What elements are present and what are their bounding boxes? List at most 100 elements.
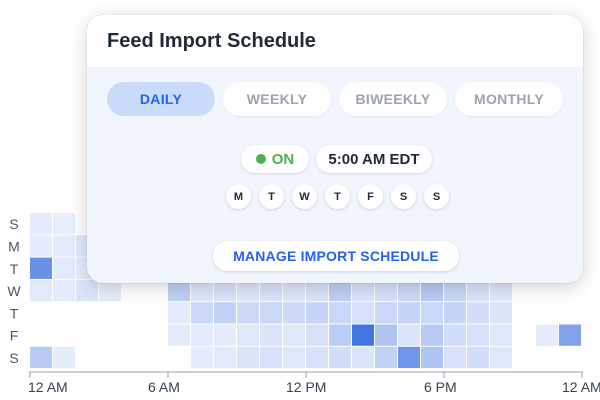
- heatmap-cell: [490, 302, 512, 324]
- heatmap-cell: [191, 279, 213, 302]
- heatmap-cell: [559, 324, 581, 346]
- heatmap-cell: [168, 279, 190, 302]
- row-label: T: [10, 261, 19, 277]
- heatmap-cell: [191, 302, 213, 324]
- heatmap-cell: [30, 279, 52, 302]
- heatmap-cell: [329, 302, 351, 324]
- popup-title: Feed Import Schedule: [107, 29, 316, 52]
- heatmap-x-ticks: 12 AM 6 AM 12 PM 6 PM 12 AM: [28, 372, 600, 395]
- heatmap-cell: [168, 302, 190, 324]
- heatmap-cell: [76, 279, 98, 302]
- day-saturday[interactable]: S: [391, 184, 416, 209]
- day-tuesday[interactable]: T: [259, 184, 284, 209]
- heatmap-cell: [421, 302, 443, 324]
- heatmap-cell: [214, 302, 236, 324]
- time-selector[interactable]: 5:00 AM EDT: [316, 145, 432, 173]
- heatmap-cell: [329, 324, 351, 346]
- x-tick-label: 12 AM: [562, 379, 600, 395]
- row-label: T: [10, 305, 19, 321]
- heatmap-cell: [191, 324, 213, 346]
- heatmap-cell: [53, 213, 75, 235]
- time-label: 5:00 AM EDT: [328, 150, 420, 168]
- heatmap-cell: [467, 279, 489, 302]
- heatmap-cell: [214, 279, 236, 302]
- status-dot-icon: [255, 154, 266, 164]
- heatmap-cell: [352, 302, 374, 324]
- heatmap-cell: [421, 324, 443, 346]
- heatmap-cell: [490, 279, 512, 302]
- x-tick-label: 6 PM: [424, 379, 457, 395]
- tab-monthly[interactable]: MONTHLY: [455, 82, 563, 116]
- heatmap-cell: [260, 279, 282, 302]
- heatmap-cell: [444, 324, 466, 346]
- heatmap-cell: [398, 279, 420, 302]
- row-label: S: [9, 216, 18, 232]
- heatmap-cell: [99, 279, 121, 302]
- heatmap-cell: [30, 235, 52, 257]
- heatmap-cell: [214, 346, 236, 369]
- x-tick-label: 6 AM: [148, 379, 180, 395]
- heatmap-cell: [53, 235, 75, 257]
- status-toggle[interactable]: ON: [241, 145, 309, 173]
- heatmap-cell: [260, 324, 282, 346]
- heatmap-cell: [237, 279, 259, 302]
- heatmap-cell: [398, 302, 420, 324]
- heatmap-cell: [375, 279, 397, 302]
- heatmap-cell: [53, 346, 75, 369]
- day-friday[interactable]: F: [358, 184, 383, 209]
- heatmap-cell: [329, 279, 351, 302]
- row-label: M: [8, 238, 20, 254]
- x-tick-label: 12 AM: [28, 379, 68, 395]
- heatmap-cell: [398, 346, 420, 369]
- day-sunday[interactable]: S: [424, 184, 449, 209]
- heatmap-cell: [352, 279, 374, 302]
- heatmap-cell: [467, 302, 489, 324]
- heatmap-cell: [444, 302, 466, 324]
- heatmap-cell: [168, 324, 190, 346]
- heatmap-cell: [237, 324, 259, 346]
- import-schedule-popup: Feed Import Schedule DAILY WEEKLY BIWEEK…: [87, 15, 583, 283]
- heatmap-cell: [283, 302, 305, 324]
- heatmap-cell: [375, 346, 397, 369]
- tab-weekly[interactable]: WEEKLY: [223, 82, 331, 116]
- heatmap-cell: [467, 324, 489, 346]
- heatmap-cell: [490, 324, 512, 346]
- heatmap-cell: [306, 346, 328, 369]
- heatmap-cell: [306, 302, 328, 324]
- heatmap-cell: [191, 346, 213, 369]
- row-label: W: [7, 283, 21, 299]
- frequency-tabs: DAILY WEEKLY BIWEEKLY MONTHLY: [107, 82, 563, 116]
- day-thursday[interactable]: T: [325, 184, 350, 209]
- heatmap-cell: [53, 257, 75, 279]
- heatmap-cell: [329, 346, 351, 369]
- heatmap-cell: [30, 346, 52, 369]
- heatmap-cell: [444, 279, 466, 302]
- heatmap-cell: [237, 302, 259, 324]
- heatmap-cell: [283, 279, 305, 302]
- heatmap-cell: [352, 324, 374, 346]
- heatmap-cell: [306, 279, 328, 302]
- day-wednesday[interactable]: W: [292, 184, 317, 209]
- heatmap-cell: [421, 346, 443, 369]
- manage-import-schedule-button[interactable]: MANAGE IMPORT SCHEDULE: [213, 241, 459, 271]
- day-monday[interactable]: M: [226, 184, 251, 209]
- heatmap-cell: [237, 346, 259, 369]
- heatmap-cell: [30, 257, 52, 279]
- heatmap-cell: [30, 213, 52, 235]
- popup-header: Feed Import Schedule: [87, 15, 583, 67]
- heatmap-cells: [30, 213, 581, 369]
- tab-biweekly[interactable]: BIWEEKLY: [339, 82, 447, 116]
- heatmap-cell: [444, 346, 466, 369]
- heatmap-cell: [283, 346, 305, 369]
- row-label: F: [10, 328, 19, 344]
- heatmap-cell: [283, 324, 305, 346]
- status-label: ON: [271, 150, 295, 168]
- heatmap-cell: [375, 324, 397, 346]
- heatmap-cell: [352, 346, 374, 369]
- heatmap-cell: [260, 346, 282, 369]
- heatmap-cell: [421, 279, 443, 302]
- heatmap-cell: [490, 346, 512, 369]
- tab-daily[interactable]: DAILY: [107, 82, 215, 116]
